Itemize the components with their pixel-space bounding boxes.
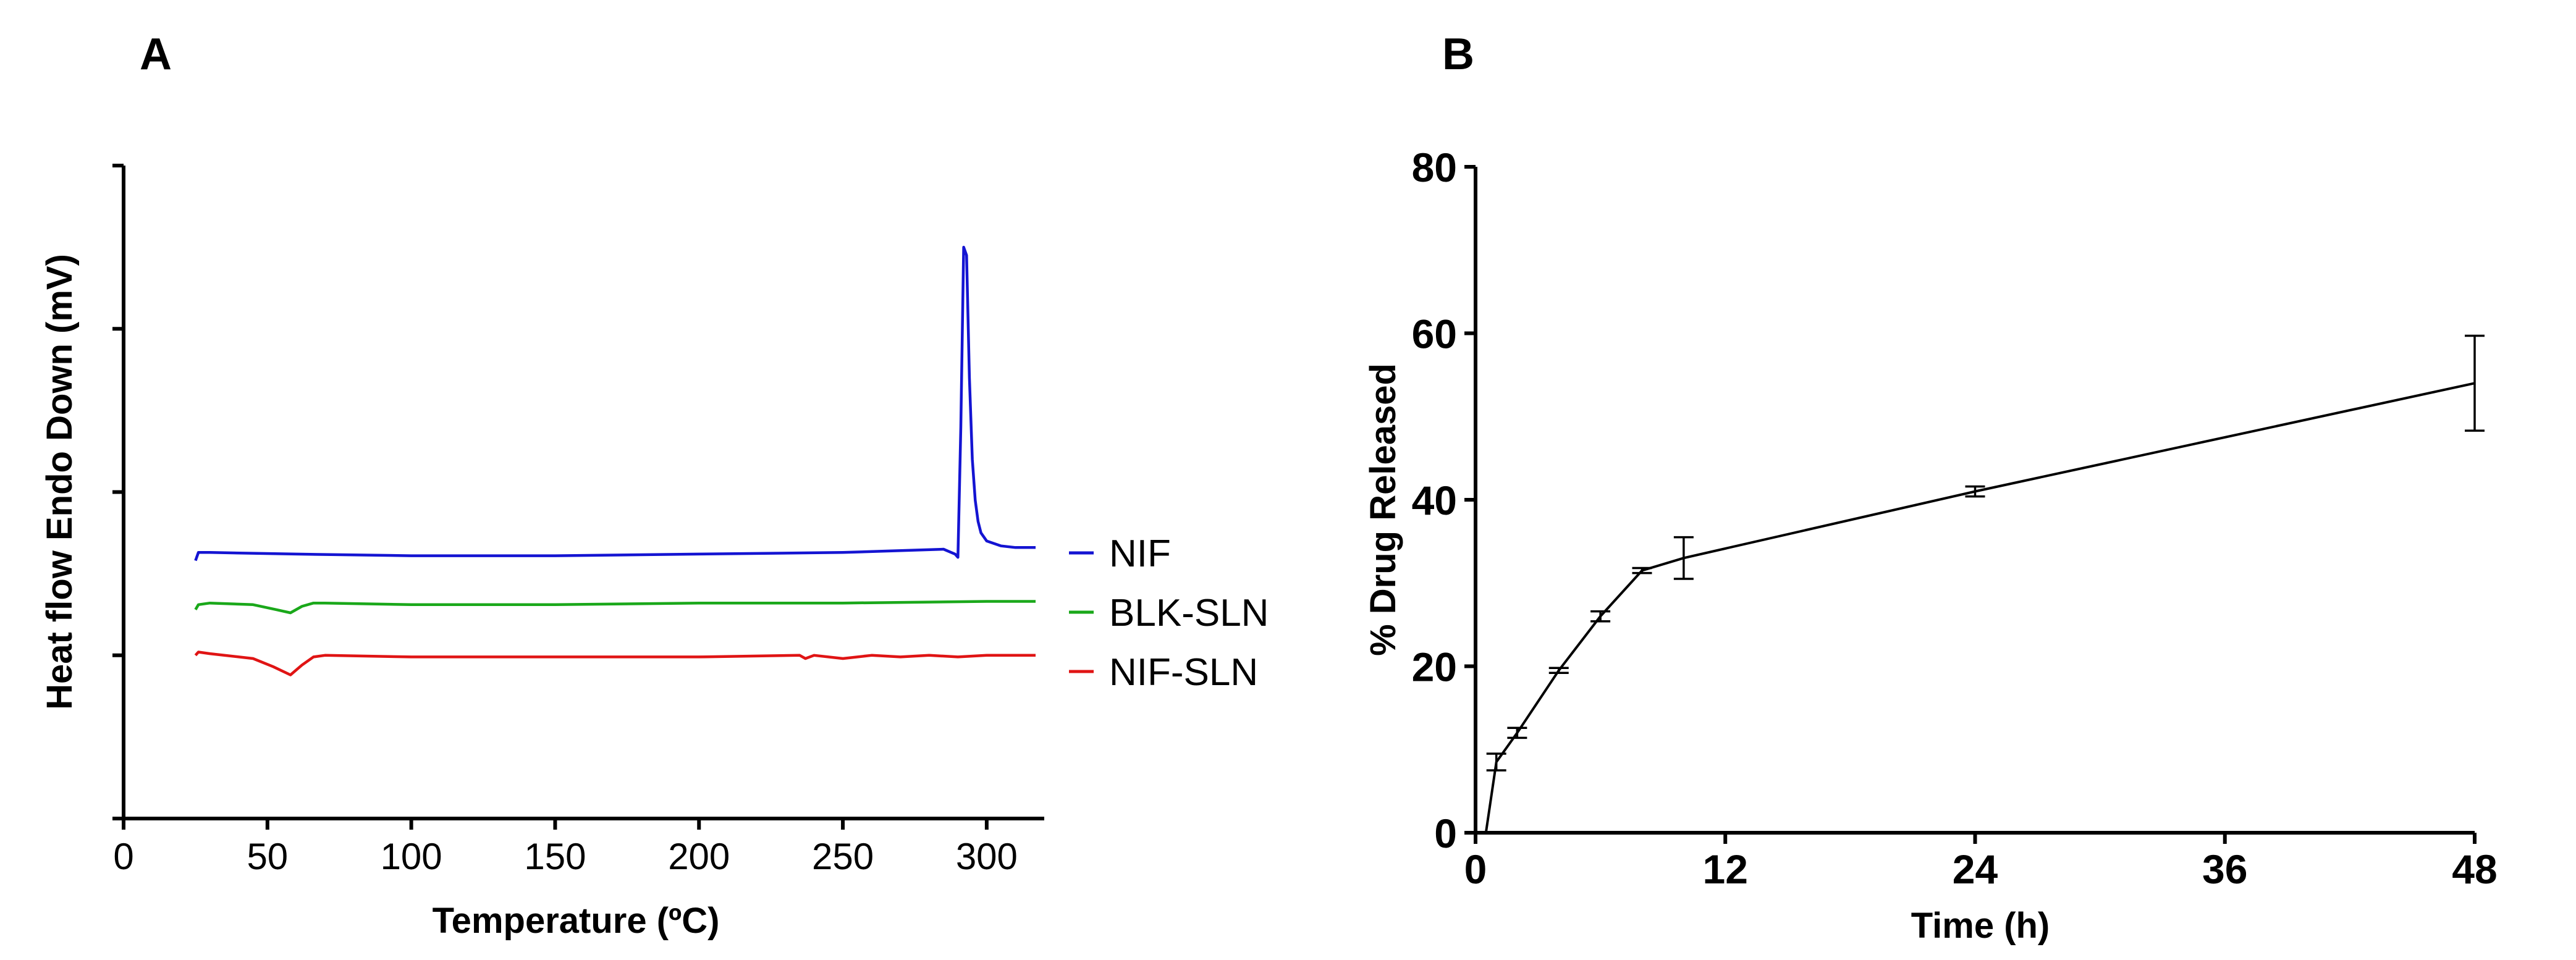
dsc-x-tick-label: 0	[113, 836, 133, 877]
release-x-tick-label: 48	[2452, 846, 2497, 892]
release-chart: Time (h) % Drug Released 0 20 40 60 80 0 12 24 3…	[1363, 145, 2498, 946]
release-y-axis-title: % Drug Released	[1363, 363, 1403, 656]
dsc-series-nif	[194, 245, 1036, 562]
release-x-tick-label: 0	[1464, 846, 1487, 892]
release-y-tick-label: 0	[1434, 811, 1457, 856]
release-x-tick-label: 24	[1953, 846, 1998, 892]
dsc-x-tick-label: 100	[381, 836, 442, 877]
dsc-x-tick-label: 250	[812, 836, 874, 877]
legend-label-nif-sln: NIF-SLN	[1109, 651, 1258, 694]
release-y-tick-label: 60	[1412, 311, 1457, 357]
panel-a-label: A	[140, 30, 172, 79]
dsc-series-blk-sln	[194, 600, 1036, 615]
dsc-x-tick-label: 150	[524, 836, 586, 877]
panel-b-label: B	[1442, 30, 1474, 79]
release-x-tick-label: 12	[1703, 846, 1748, 892]
dsc-x-axis-title: Temperature (ºC)	[433, 901, 720, 941]
legend-label-nif: NIF	[1109, 533, 1171, 575]
dsc-chart: Temperature (ºC) Heat flow Endo Down (mV…	[40, 164, 1269, 941]
dsc-x-tick-label: 200	[668, 836, 730, 877]
release-y-tick-label: 40	[1412, 478, 1457, 523]
dsc-x-tick-label: 300	[956, 836, 1018, 877]
release-y-tick-label: 20	[1412, 644, 1457, 690]
dsc-y-axis-title: Heat flow Endo Down (mV)	[40, 254, 80, 710]
dsc-series-nif-sln	[194, 651, 1036, 676]
release-x-tick-label: 36	[2202, 846, 2247, 892]
release-curve	[1484, 382, 2475, 833]
release-x-axis-title: Time (h)	[1911, 906, 2050, 946]
legend-label-blk-sln: BLK-SLN	[1109, 592, 1269, 634]
dsc-x-tick-label: 50	[247, 836, 288, 877]
release-y-tick-label: 80	[1412, 145, 1457, 190]
